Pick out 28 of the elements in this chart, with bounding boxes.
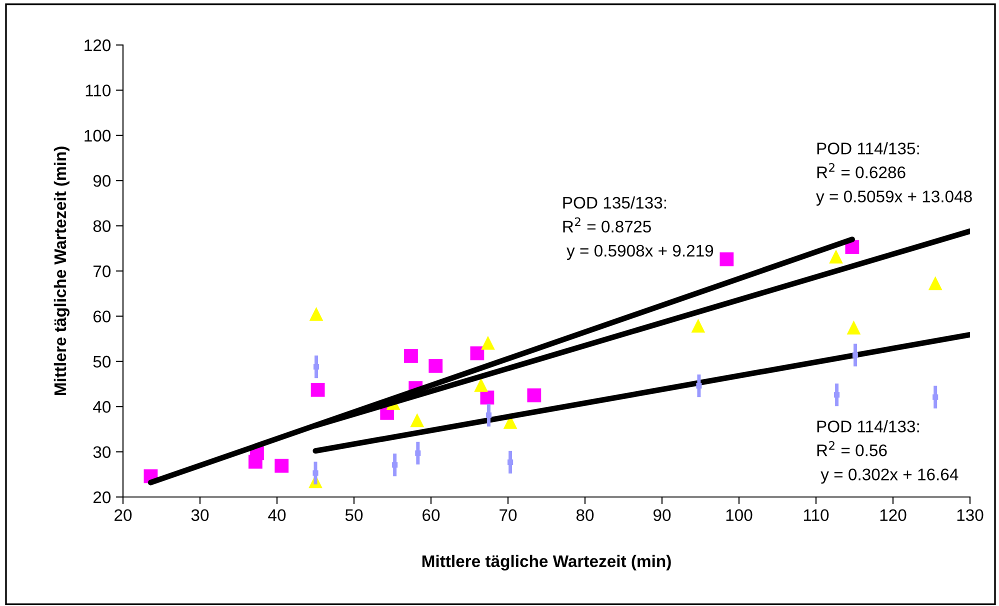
y-tick-label: 110: [86, 84, 111, 96]
x-tick-label: 120: [880, 509, 906, 522]
annotation: POD 135/133: R$^{2}$ = 0.8725 y = 0.5908x + 9.219: [563, 196, 714, 260]
y-tick-label: 50: [93, 356, 111, 368]
x-tick-label: 110: [804, 509, 829, 522]
y-tick-label: 100: [84, 130, 111, 142]
y-tick-label: 70: [94, 265, 111, 278]
x-tick-label: 40: [268, 509, 286, 522]
x-tick-label: 100: [726, 509, 752, 522]
y-axis-title: Mittlere tägliche Wartezeit (min): [54, 146, 70, 396]
y-tick-label: 80: [93, 220, 111, 232]
y-tick-label: 60: [94, 310, 111, 322]
x-tick-label: 60: [422, 509, 440, 522]
y-tick-label: 40: [93, 401, 111, 413]
y-tick-label: 90: [93, 175, 111, 187]
x-tick-label: 70: [500, 509, 517, 522]
y-tick-label: 20: [93, 491, 111, 504]
x-tick-label: 30: [191, 509, 209, 522]
annotation: POD 114/135: R$^{2}$ = 0.6286 y = 0.5059x + 13.048: [816, 142, 972, 206]
x-tick-label: 50: [345, 509, 363, 522]
x-tick-label: 90: [654, 509, 671, 522]
x-tick-label: 20: [114, 509, 132, 522]
y-tick-label: 30: [93, 446, 111, 458]
x-tick-label: 130: [957, 509, 984, 522]
x-tick-label: 80: [576, 509, 594, 522]
annotation: POD 114/133: R$^{2}$ = 0.56 y = 0.302x + 16.64: [817, 420, 958, 484]
y-tick-label: 120: [84, 39, 111, 52]
x-axis-title: Mittlere tägliche Wartezeit (min): [422, 554, 671, 571]
